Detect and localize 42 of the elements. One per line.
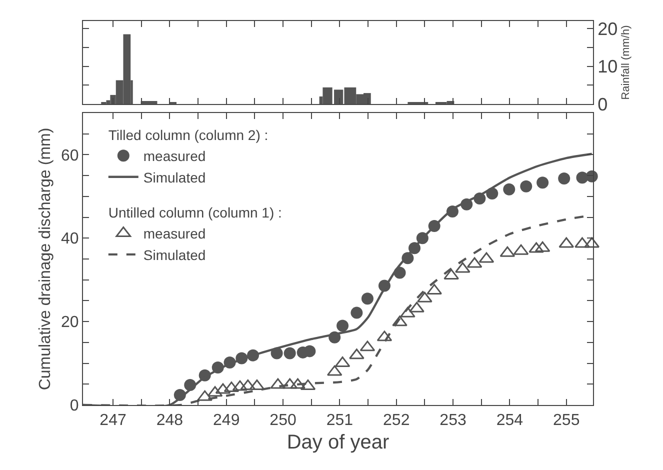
point [574, 237, 590, 248]
y-tick-label: 20 [598, 18, 618, 39]
point [290, 378, 306, 389]
point [520, 180, 532, 192]
y-tick-label: 10 [598, 56, 618, 77]
x-tick-label: 254 [496, 412, 524, 430]
point [304, 345, 316, 358]
x-tick-label: 249 [213, 412, 240, 430]
legend-label: Simulated [143, 169, 206, 186]
point [361, 292, 374, 305]
point [349, 348, 364, 360]
y-tick-label: 60 [61, 147, 79, 164]
y-axis-title: Rainfall (mm/h) [620, 25, 632, 100]
point [409, 302, 424, 312]
x-tick-label: 250 [270, 412, 296, 430]
y-tick-label: 40 [61, 230, 79, 248]
point [503, 183, 516, 196]
y-axis-title: Cumulative drainage discharge (mm) [36, 128, 54, 390]
point [336, 320, 349, 332]
legend-label: measured [143, 148, 206, 164]
point [576, 172, 588, 184]
x-axis-title: Day of year [286, 432, 390, 454]
point [392, 316, 408, 326]
x-tick-label: 247 [100, 412, 126, 430]
point [558, 172, 570, 184]
legend-label: Simulated [143, 246, 206, 263]
y-tick-label: 0 [598, 94, 608, 114]
annotation: Untilled column (column 1) : [108, 204, 282, 220]
y-tick-label: 20 [61, 314, 79, 332]
point [400, 306, 416, 318]
y-tick-label: 0 [70, 398, 79, 415]
x-tick-label: 253 [440, 412, 466, 430]
point [284, 347, 296, 360]
legend-label: measured [143, 226, 206, 242]
point [536, 176, 549, 189]
point [417, 292, 432, 302]
annotation: Tilled column (column 2) : [108, 126, 268, 143]
point [350, 306, 363, 319]
x-tick-label: 248 [156, 412, 184, 430]
x-tick-label: 251 [326, 412, 354, 430]
x-tick-label: 252 [383, 412, 410, 430]
x-tick-label: 255 [553, 412, 580, 430]
